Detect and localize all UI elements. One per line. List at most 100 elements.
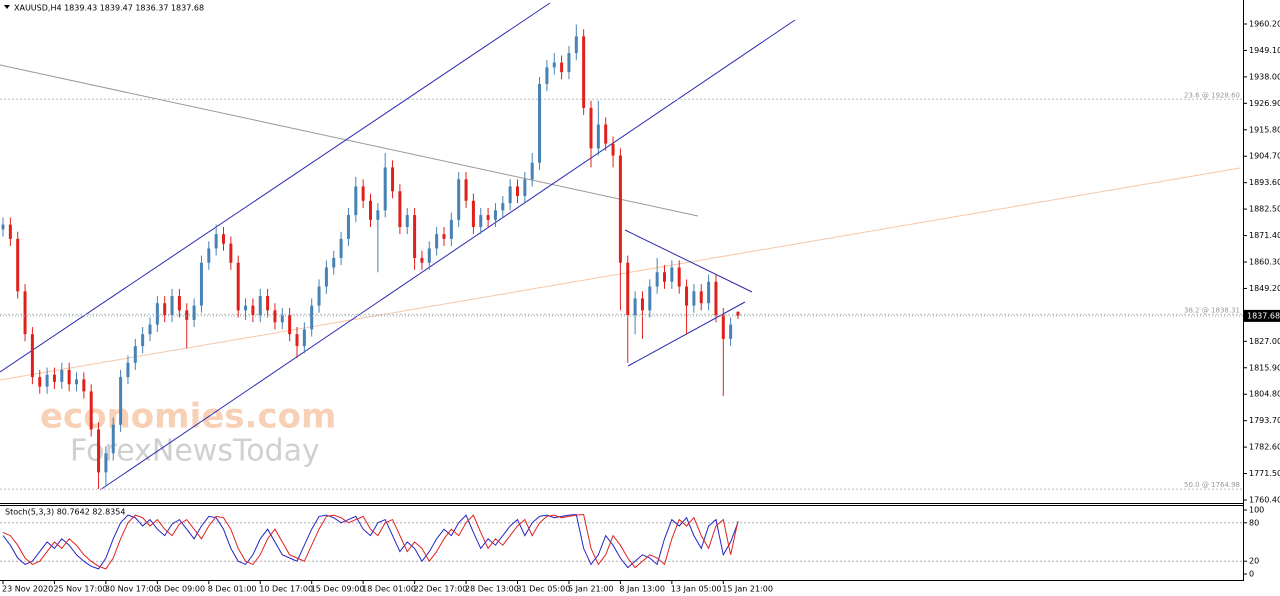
x-tick-label: 10 Dec 17:00 — [259, 585, 313, 594]
candle-body — [82, 379, 86, 392]
candle-body — [295, 334, 299, 347]
candle-body — [574, 36, 578, 54]
candle-body — [523, 179, 527, 197]
candle-body — [464, 179, 468, 201]
y-tick-label: 1893.60 — [1249, 178, 1280, 187]
candle-body — [516, 186, 519, 197]
y-tick-label: 1904.70 — [1249, 152, 1280, 161]
candle-body — [192, 305, 196, 320]
y-tick-label: 1938.00 — [1249, 72, 1280, 81]
stoch-line — [2, 513, 739, 570]
collapse-icon[interactable] — [4, 5, 10, 9]
candle-body — [1, 224, 5, 230]
y-tick-label: 1782.60 — [1249, 443, 1280, 452]
y-tick-label: 20 — [1249, 557, 1259, 566]
y-tick-label: 1949.10 — [1249, 46, 1280, 55]
x-tick-label: 5 Jan 21:00 — [568, 585, 614, 594]
candle-body — [288, 315, 292, 335]
candle-body — [471, 200, 475, 227]
candle-body — [126, 362, 130, 378]
candle-body — [449, 219, 453, 239]
candle-body — [222, 234, 225, 244]
candle-body — [618, 155, 622, 263]
candle-body — [655, 272, 659, 287]
y-tick-label: 80 — [1249, 518, 1259, 527]
candle-body — [376, 210, 380, 220]
candle-body — [52, 374, 56, 382]
candle-body — [177, 296, 181, 311]
x-tick-label: 22 Dec 17:00 — [414, 585, 468, 594]
candle-body — [567, 53, 571, 73]
candle-body — [420, 257, 424, 263]
candle-body — [663, 272, 666, 282]
candle-body — [317, 286, 321, 306]
candle-body — [258, 296, 262, 316]
candle-body — [611, 143, 615, 156]
y-tick-label: 1760.40 — [1249, 495, 1280, 504]
candle-body — [648, 286, 652, 311]
candle-body — [633, 298, 637, 316]
candle-body — [60, 369, 64, 382]
x-tick-label: 25 Nov 17:00 — [53, 585, 107, 594]
x-tick-label: 30 Nov 17:00 — [105, 585, 159, 594]
x-tick-label: 28 Dec 13:00 — [465, 585, 519, 594]
candle-body — [236, 262, 240, 311]
x-tick-label: 3 Dec 09:00 — [156, 585, 205, 594]
y-tick-label: 1860.30 — [1249, 257, 1280, 266]
candle-body — [405, 215, 409, 227]
candle-body — [729, 324, 733, 339]
candle-body — [552, 62, 556, 68]
candle-body — [538, 84, 542, 163]
candle-body — [199, 262, 203, 306]
y-tick-label: 1804.80 — [1249, 390, 1280, 399]
y-tick-label: 100 — [1249, 505, 1264, 514]
y-tick-label: 0 — [1249, 569, 1254, 578]
y-tick-label: 1871.40 — [1249, 231, 1280, 240]
fib-label: 50.0 @ 1764.98 — [1184, 481, 1240, 489]
candle-body — [207, 248, 211, 263]
y-tick-label: 1960.20 — [1249, 19, 1280, 28]
candle-body — [736, 311, 740, 316]
candle-body — [67, 369, 71, 385]
candle-body — [155, 303, 159, 325]
candle-body — [185, 310, 189, 320]
candle-body — [589, 107, 593, 149]
candle-body — [133, 346, 137, 363]
fib-label: 23.6 @ 1928.60 — [1184, 91, 1240, 99]
candle-body — [707, 281, 711, 304]
x-tick-label: 15 Jan 21:00 — [722, 585, 773, 594]
candle-body — [596, 124, 600, 149]
candle-body — [104, 453, 108, 473]
candle-body — [23, 291, 27, 335]
candle-body — [310, 305, 314, 330]
candle-body — [692, 291, 696, 306]
candle-body — [493, 210, 497, 220]
y-tick-label: 1926.90 — [1249, 99, 1280, 108]
candle-body — [332, 257, 336, 268]
trendline — [0, 64, 699, 217]
candle-body — [302, 329, 306, 347]
candle-body — [501, 203, 505, 211]
candle-body — [16, 238, 20, 292]
candle-body — [273, 310, 277, 323]
x-tick-label: 13 Jan 05:00 — [671, 585, 722, 594]
y-tick-label: 1915.80 — [1249, 125, 1280, 134]
y-tick-label: 1827.00 — [1249, 337, 1280, 346]
candle-body — [604, 124, 608, 144]
candle-body — [8, 224, 12, 239]
candle-body — [163, 303, 167, 316]
candle-body — [280, 315, 284, 323]
candle-body — [97, 429, 101, 473]
candle-body — [699, 291, 703, 304]
channel-line — [99, 19, 796, 491]
x-tick-label: 8 Jan 13:00 — [619, 585, 665, 594]
candle-body — [214, 234, 218, 249]
x-tick-label: 31 Dec 05:00 — [517, 585, 571, 594]
candle-body — [75, 379, 78, 385]
channel-line — [0, 2, 551, 373]
y-tick-label: 1793.70 — [1249, 416, 1280, 425]
candle-body — [244, 305, 248, 311]
candle-body — [148, 324, 152, 335]
